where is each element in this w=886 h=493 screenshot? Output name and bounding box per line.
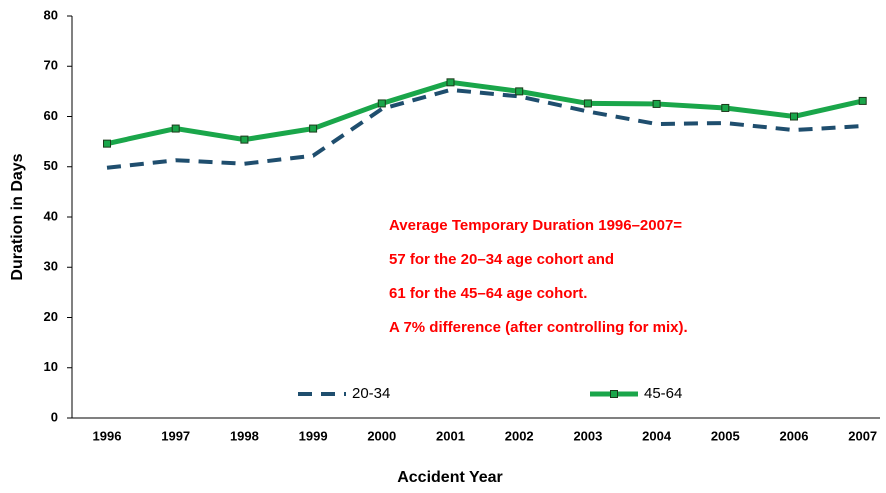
x-tick-label: 1998: [230, 428, 259, 443]
point-marker: [515, 87, 524, 96]
x-tick-label: 2003: [573, 428, 602, 443]
x-tick-label: 1997: [161, 428, 190, 443]
y-tick-label: 60: [44, 108, 58, 123]
point-marker: [240, 135, 249, 144]
point-marker: [652, 99, 661, 108]
x-tick-label: 1999: [299, 428, 328, 443]
point-marker: [377, 99, 386, 108]
y-tick-label: 30: [44, 259, 58, 274]
series-line: [106, 79, 864, 147]
legend-marker: [610, 390, 618, 398]
annotation: Average Temporary Duration 1996–2007=: [389, 217, 682, 234]
y-tick-label: 50: [44, 158, 58, 173]
y-tick-label: 0: [51, 409, 58, 424]
point-marker: [721, 103, 730, 112]
x-tick-label: 2000: [367, 428, 396, 443]
series-line: [106, 87, 863, 170]
annotation: A 7% difference (after controlling for m…: [389, 319, 688, 336]
y-tick-label: 70: [44, 58, 58, 73]
point-marker: [309, 124, 318, 133]
y-tick-label: 20: [44, 309, 58, 324]
x-tick-label: 2007: [848, 428, 877, 443]
point-marker: [103, 139, 111, 148]
annotation: 61 for the 45–64 age cohort.: [389, 285, 587, 302]
annotation: 57 for the 20–34 age cohort and: [389, 251, 614, 268]
x-tick-label: 2001: [436, 428, 465, 443]
y-axis-title: Duration in Days: [9, 153, 26, 280]
y-tick-label: 80: [44, 7, 58, 22]
x-tick-label: 1996: [93, 428, 122, 443]
point-marker: [171, 124, 180, 133]
x-axis-title: Accident Year: [397, 469, 503, 486]
x-tick-label: 2006: [780, 428, 809, 443]
x-tick-label: 2002: [505, 428, 534, 443]
point-marker: [858, 96, 867, 105]
legend-label: 45-64: [644, 385, 682, 402]
x-tick-label: 2004: [642, 428, 672, 443]
point-marker: [583, 99, 592, 108]
point-marker: [446, 78, 455, 87]
point-marker: [790, 112, 798, 121]
y-tick-label: 40: [44, 208, 58, 223]
x-tick-label: 2005: [711, 428, 740, 443]
y-tick-label: 10: [44, 359, 58, 374]
legend-label: 20-34: [352, 385, 390, 402]
